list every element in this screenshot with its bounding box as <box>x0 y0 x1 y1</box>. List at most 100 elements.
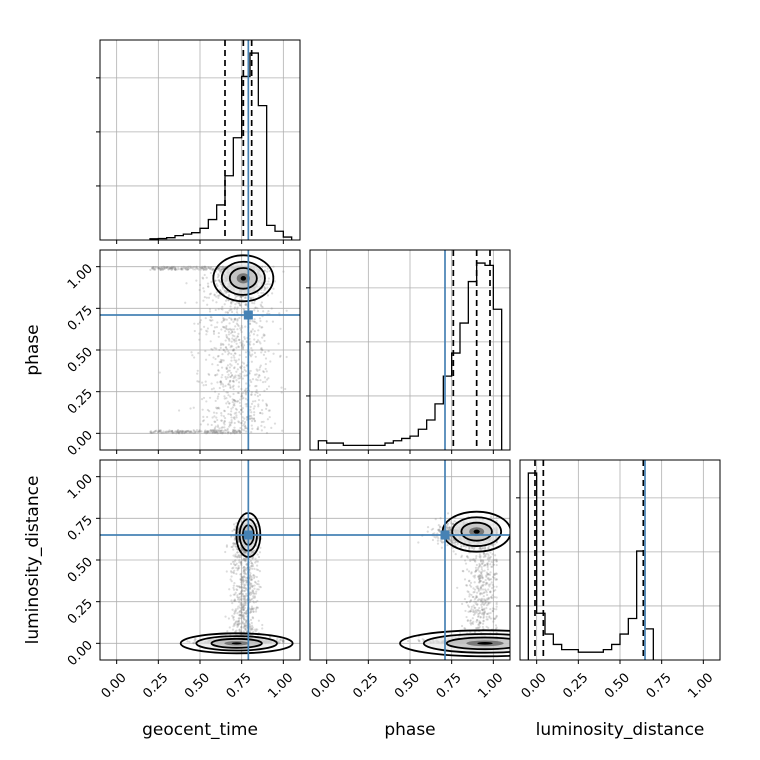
scatter-point <box>239 586 242 589</box>
scatter-point <box>244 594 247 597</box>
scatter-point <box>219 265 222 269</box>
scatter-point <box>259 411 262 415</box>
scatter-point <box>185 268 188 271</box>
scatter-point <box>239 597 242 600</box>
scatter-point <box>446 527 449 530</box>
scatter-point <box>200 328 203 331</box>
scatter-point <box>249 618 253 621</box>
scatter-point <box>220 419 223 422</box>
scatter-point <box>253 595 256 598</box>
scatter-point <box>245 588 248 591</box>
scatter-point <box>484 554 487 557</box>
scatter-point <box>237 620 240 624</box>
scatter-point <box>239 341 242 344</box>
scatter-point <box>222 343 225 346</box>
scatter-point <box>234 630 237 633</box>
scatter-point <box>211 430 214 433</box>
scatter-point <box>210 266 213 269</box>
scatter-point <box>219 346 222 349</box>
scatter-point <box>232 615 235 619</box>
scatter-point <box>252 343 255 346</box>
scatter-point <box>220 382 223 385</box>
scatter-point <box>253 592 256 595</box>
scatter-point <box>211 299 214 302</box>
scatter-point <box>239 629 242 633</box>
scatter-point <box>251 557 254 560</box>
scatter-point <box>211 348 214 351</box>
scatter-point <box>240 617 243 620</box>
scatter-point <box>240 603 243 607</box>
scatter-point <box>171 267 174 270</box>
scatter-point <box>228 369 231 372</box>
scatter-point <box>281 639 284 642</box>
scatter-point <box>214 308 217 312</box>
scatter-point <box>230 374 234 377</box>
scatter-point <box>244 325 247 328</box>
scatter-point <box>221 359 224 362</box>
scatter-point <box>492 558 495 561</box>
scatter-point <box>230 599 233 602</box>
scatter-point <box>227 295 230 298</box>
scatter-point <box>243 624 246 628</box>
scatter-point <box>251 617 255 620</box>
scatter-point <box>237 567 240 570</box>
scatter-point <box>260 346 263 350</box>
scatter-point <box>243 604 246 607</box>
scatter-point <box>166 265 169 269</box>
scatter-point <box>224 311 227 314</box>
scatter-point <box>273 280 276 283</box>
scatter-point <box>248 417 252 420</box>
scatter-point <box>249 593 252 597</box>
scatter-point <box>174 430 178 433</box>
scatter-point <box>194 266 197 269</box>
scatter-point <box>493 618 496 621</box>
scatter-point <box>251 567 254 570</box>
scatter-point <box>244 559 247 562</box>
scatter-point <box>256 309 260 313</box>
scatter-point <box>239 578 242 581</box>
scatter-point <box>242 626 245 629</box>
scatter-point <box>227 412 230 416</box>
scatter-point <box>265 431 269 435</box>
scatter-point <box>257 588 260 591</box>
scatter-point <box>240 608 243 612</box>
scatter-point <box>220 328 223 331</box>
scatter-point <box>239 614 242 617</box>
scatter-point <box>207 266 210 269</box>
scatter-point <box>186 268 190 271</box>
scatter-point <box>203 430 207 433</box>
scatter-point <box>236 622 239 625</box>
scatter-point <box>234 559 237 562</box>
scatter-point <box>236 536 240 539</box>
scatter-point <box>197 352 200 355</box>
scatter-point <box>234 542 237 545</box>
scatter-point <box>241 576 244 580</box>
scatter-point <box>231 398 234 401</box>
scatter-point <box>250 296 253 299</box>
scatter-point <box>224 350 227 353</box>
scatter-point <box>238 429 241 433</box>
scatter-point <box>256 427 259 431</box>
scatter-point <box>265 370 268 373</box>
scatter-point <box>189 267 192 270</box>
scatter-point <box>239 398 242 401</box>
scatter-point <box>184 431 187 434</box>
scatter-point <box>177 431 180 435</box>
scatter-point <box>250 380 253 384</box>
scatter-point <box>238 559 241 562</box>
scatter-point <box>266 270 269 273</box>
scatter-point <box>236 556 239 559</box>
scatter-point <box>254 600 258 604</box>
scatter-point <box>243 625 246 628</box>
scatter-point <box>192 641 195 645</box>
scatter-point <box>490 560 493 563</box>
scatter-point <box>240 575 243 579</box>
scatter-point <box>242 604 245 607</box>
scatter-point <box>236 429 240 432</box>
scatter-point <box>244 628 247 631</box>
scatter-point <box>223 419 226 423</box>
scatter-point <box>236 620 239 623</box>
scatter-point <box>258 374 261 377</box>
scatter-point <box>439 539 442 542</box>
